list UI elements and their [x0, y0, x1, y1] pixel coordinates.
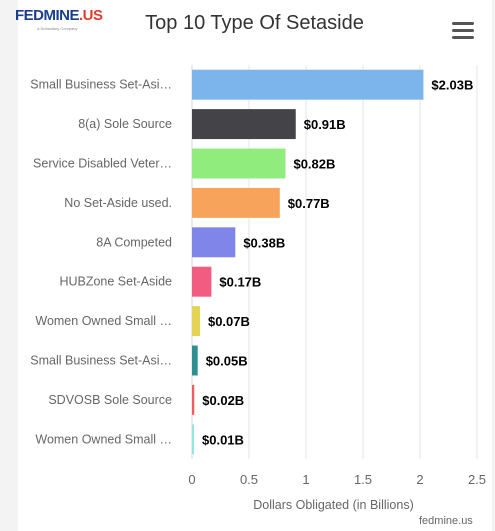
bar[interactable]	[192, 187, 280, 218]
value-label: $0.07B	[208, 314, 250, 329]
x-tick-label: 2	[416, 472, 423, 487]
logo-tagline: A Subsidiary Company	[37, 26, 78, 31]
bar[interactable]	[192, 227, 236, 258]
category-label: SDVOSB Sole Source	[48, 393, 172, 407]
x-tick-label: 0	[188, 472, 195, 487]
bar[interactable]	[192, 306, 200, 337]
category-label: Service Disabled Veter…	[33, 157, 172, 171]
category-label: Women Owned Small …	[35, 314, 172, 328]
bars	[192, 69, 424, 455]
credit-text[interactable]: fedmine.us	[419, 515, 473, 527]
category-label: HUBZone Set-Aside	[59, 275, 172, 289]
value-label: $0.91B	[304, 117, 346, 132]
value-label: $0.82B	[293, 157, 335, 172]
fedmine-logo: FEDMINE.US A Subsidiary Company	[15, 7, 103, 37]
category-label: No Set-Aside used.	[64, 196, 172, 210]
category-label: 8A Competed	[96, 235, 172, 249]
value-label: $2.03B	[431, 78, 473, 93]
hamburger-menu-icon[interactable]	[452, 22, 474, 40]
category-label: Small Business Set-Asi…	[30, 354, 172, 368]
x-tick-label: 1	[302, 472, 309, 487]
logo-wordmark: FEDMINE.US	[15, 7, 103, 24]
value-label: $0.17B	[219, 275, 261, 290]
value-labels: $2.03B $0.91B $0.82B $0.77B $0.38B $0.17B $0.0…	[202, 78, 473, 448]
value-label: $0.77B	[288, 196, 330, 211]
logo-brand-main: FEDMINE	[15, 7, 80, 24]
x-tick-labels: 0 0.5 1 1.5 2 2.5	[188, 472, 486, 487]
category-label: Women Owned Small …	[35, 432, 172, 446]
bar[interactable]	[192, 345, 198, 376]
category-label: Small Business Set-Asi…	[30, 78, 172, 92]
value-label: $0.38B	[243, 235, 285, 250]
x-axis-title: Dollars Obligated (in Billions)	[253, 498, 413, 512]
bar[interactable]	[192, 266, 212, 297]
bar[interactable]	[192, 384, 195, 415]
chart-title: Top 10 Type Of Setaside	[145, 12, 364, 34]
bar[interactable]	[192, 424, 194, 455]
x-tick-label: 1.5	[354, 472, 372, 487]
bar[interactable]	[192, 109, 296, 140]
logo-brand-suffix: .US	[79, 7, 103, 24]
category-labels: Small Business Set-Asi… 8(a) Sole Source S…	[30, 78, 172, 447]
value-label: $0.05B	[206, 354, 248, 369]
category-label: 8(a) Sole Source	[78, 117, 172, 131]
bar[interactable]	[192, 69, 424, 100]
value-label: $0.02B	[202, 393, 244, 408]
value-label: $0.01B	[202, 432, 244, 447]
x-tick-label: 2.5	[468, 472, 486, 487]
bar[interactable]	[192, 148, 286, 179]
x-tick-label: 0.5	[240, 472, 258, 487]
